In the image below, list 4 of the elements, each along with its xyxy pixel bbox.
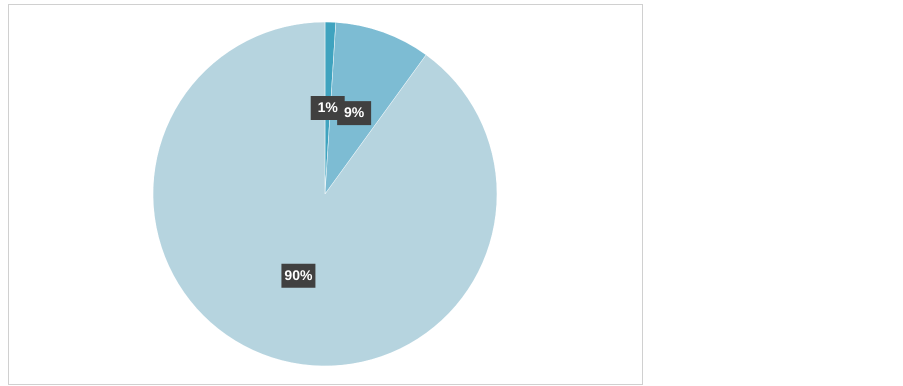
data-label: 1% [318, 99, 338, 116]
pie-slice [152, 22, 498, 366]
data-label: 9% [344, 104, 365, 120]
data-label: 90% [284, 266, 313, 283]
